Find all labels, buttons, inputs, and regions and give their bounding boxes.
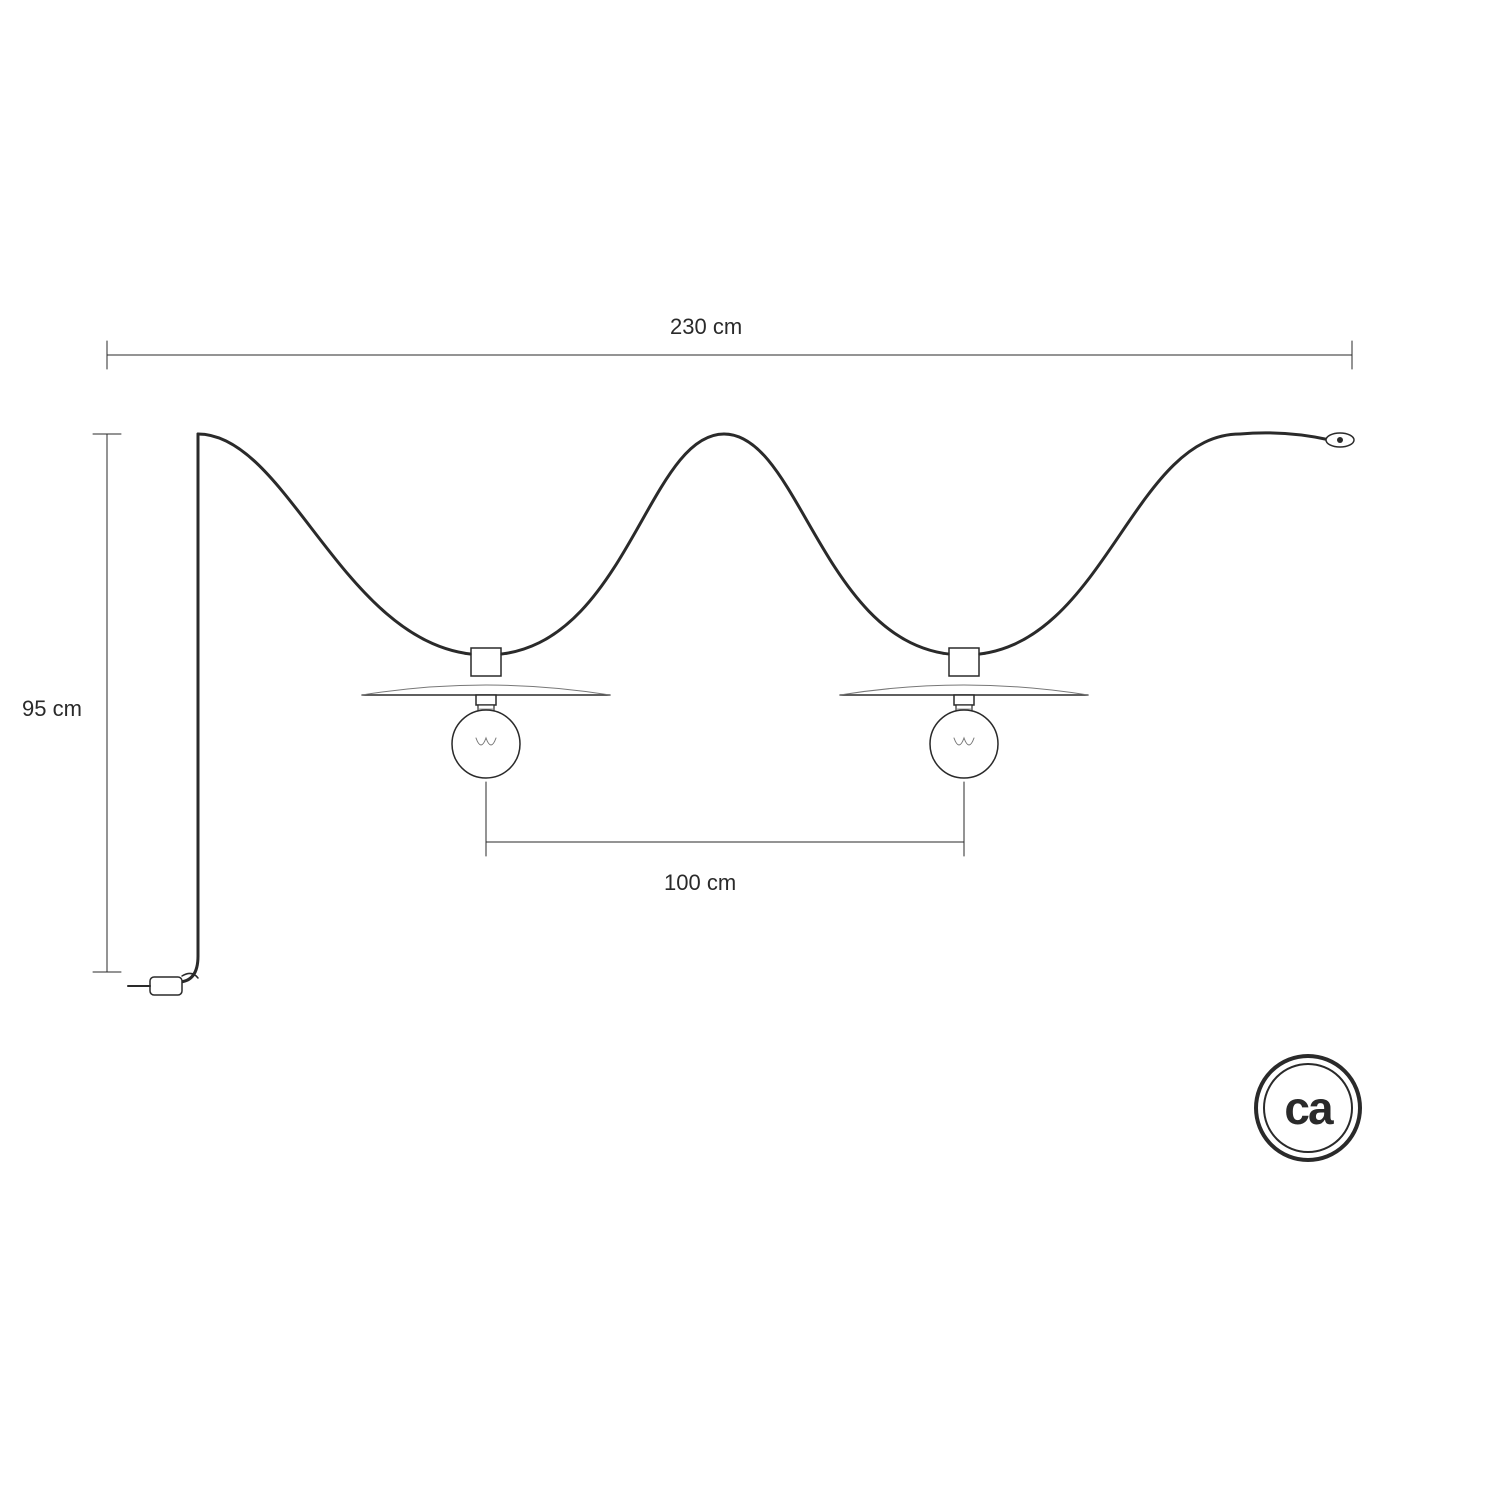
dimension-label-top: 230 cm [670,314,742,340]
lamp-assembly [840,648,1088,778]
diagram-svg [0,0,1500,1500]
dimension-label-left: 95 cm [22,696,82,722]
brand-logo-text: ca [1252,1052,1364,1164]
lamp-assembly [362,648,610,778]
dimension-label-bottom: 100 cm [664,870,736,896]
brand-logo: ca [1252,1052,1364,1164]
diagram-stage: 230 cm 95 cm 100 cm ca [0,0,1500,1500]
